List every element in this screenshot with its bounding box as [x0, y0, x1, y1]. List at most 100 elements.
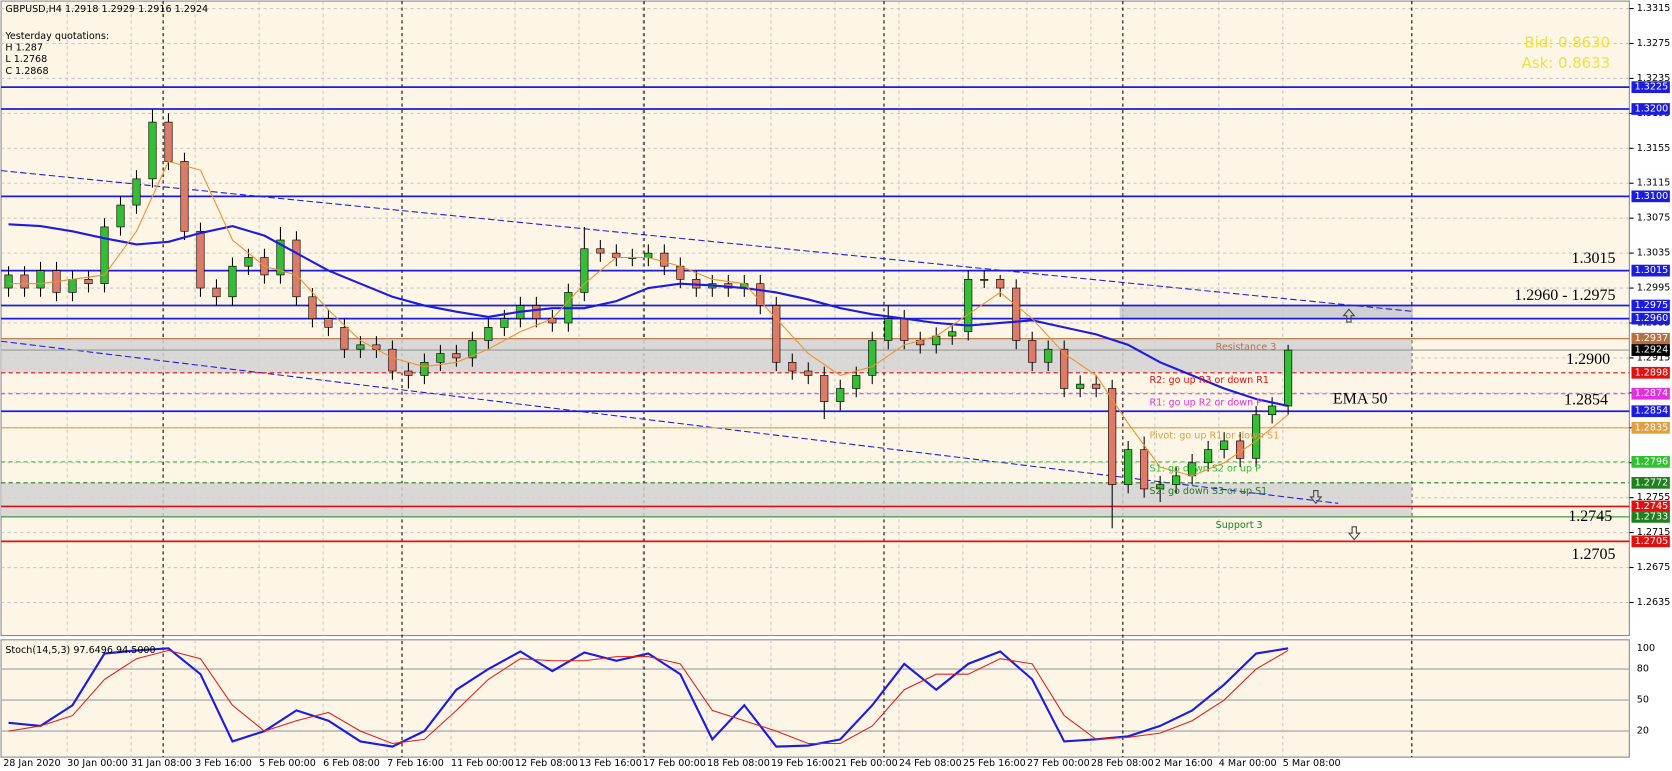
- x-tick-label: 27 Feb 00:00: [1027, 758, 1090, 769]
- candle-body: [788, 361, 797, 372]
- candle-body: [820, 375, 829, 402]
- candle-body: [1204, 449, 1213, 464]
- level-badge: [1631, 190, 1670, 203]
- annotation: 1.3015: [1572, 250, 1616, 267]
- candle-body: [452, 353, 461, 359]
- x-tick-label: 5 Mar 08:00: [1283, 758, 1341, 769]
- level-badge-label: 1.2960: [1635, 313, 1669, 324]
- labels: 1.33151.32751.32351.31951.31551.31151.30…: [3, 3, 1670, 769]
- candle-body: [164, 121, 173, 162]
- levels: [1, 86, 1630, 543]
- y-tick-label: 80: [1637, 664, 1649, 675]
- info-line: H 1.287: [5, 43, 43, 54]
- level-badge: [1631, 421, 1670, 434]
- annotation: 1.2960 - 1.2975: [1514, 287, 1615, 304]
- level-badge: [1631, 387, 1670, 400]
- candle-body: [1268, 405, 1277, 416]
- annotation: EMA 50: [1333, 391, 1388, 408]
- level-badge-label: 1.2924: [1635, 345, 1669, 356]
- candle-body: [148, 121, 157, 180]
- x-tick-label: 17 Feb 00:00: [643, 758, 706, 769]
- y-tick-label: 1.3315: [1637, 3, 1671, 14]
- candle-body: [1284, 349, 1293, 407]
- candle-body: [932, 335, 941, 346]
- candle-body: [308, 296, 317, 319]
- x-tick-label: 6 Feb 08:00: [323, 758, 380, 769]
- candle-body: [100, 226, 109, 285]
- level-badge: [1631, 264, 1670, 277]
- level-badge-label: 1.2705: [1635, 536, 1669, 547]
- y-tick-label: 1.2755: [1637, 492, 1671, 503]
- candle-body: [1220, 440, 1229, 450]
- x-tick-label: 5 Feb 00:00: [259, 758, 316, 769]
- level-badge-label: 1.2937: [1635, 333, 1669, 344]
- candle-body: [20, 274, 29, 289]
- resistance-zone: [1, 338, 1412, 373]
- candle-body: [948, 331, 957, 337]
- candle-body: [836, 388, 845, 402]
- arrow-up: [1342, 308, 1356, 323]
- y-tick-label: 1.2635: [1637, 597, 1671, 608]
- candle-body: [436, 353, 445, 363]
- resistance-zone: [1119, 305, 1413, 319]
- level-badge: [1631, 405, 1670, 418]
- candle-body: [372, 344, 381, 350]
- level-badge: [1631, 456, 1670, 468]
- y-tick-label: 1.3035: [1637, 248, 1671, 259]
- arrows: [1309, 308, 1361, 541]
- info-line: Yesterday quotations:: [4, 31, 109, 42]
- x-tick-label: 4 Mar 00:00: [1219, 758, 1277, 769]
- candle-body: [756, 283, 765, 306]
- candle-body: [580, 248, 589, 293]
- candle-body: [1044, 348, 1053, 363]
- level-badge-label: 1.2796: [1635, 456, 1669, 467]
- x-tick-label: 12 Feb 08:00: [515, 758, 578, 769]
- candle-body: [244, 257, 253, 267]
- x-tick-label: 2 Mar 16:00: [1155, 758, 1213, 769]
- candle-body: [212, 287, 221, 298]
- arrow-down: [1309, 490, 1323, 505]
- candle-body: [484, 327, 493, 341]
- candle-body: [644, 252, 653, 258]
- trendlines: [1, 170, 1413, 504]
- x-tick-label: 31 Jan 08:00: [131, 758, 192, 769]
- candle-body: [1252, 414, 1261, 459]
- level-badge-label: 1.2772: [1635, 477, 1669, 488]
- x-tick-label: 3 Feb 16:00: [195, 758, 252, 769]
- candle-body: [276, 239, 285, 276]
- y-tick-label: 1.2995: [1637, 283, 1671, 294]
- candle-body: [324, 318, 333, 328]
- separators: [162, 1, 1413, 758]
- candle-body: [1108, 388, 1117, 485]
- info-line: C 1.2868: [5, 66, 48, 77]
- x-tick-label: 30 Jan 00:00: [67, 758, 128, 769]
- x-tick-label: 25 Feb 16:00: [963, 758, 1026, 769]
- candle-body: [500, 318, 509, 328]
- level-badge: [1631, 511, 1670, 523]
- annotation: 1.2900: [1566, 351, 1610, 368]
- candle-body: [612, 252, 621, 258]
- pivot-note: Resistance 3: [1216, 342, 1277, 353]
- y-tick-label: 1.2715: [1637, 527, 1671, 538]
- candle-body: [36, 270, 45, 289]
- candle-body: [964, 279, 973, 333]
- level-badge-label: 1.3015: [1635, 265, 1669, 276]
- level-badge-label: 1.2975: [1635, 300, 1669, 311]
- x-tick-label: 19 Feb 16:00: [771, 758, 834, 769]
- bid: Bid: 0.8630: [1524, 34, 1610, 52]
- stoch-line: [8, 647, 1289, 748]
- level-badge: [1631, 312, 1670, 325]
- y-tick-label: 1.2915: [1637, 352, 1671, 363]
- x-tick-label: 28 Feb 08:00: [1091, 758, 1154, 769]
- candle-body: [996, 279, 1005, 289]
- y-tick-label: 1.3235: [1637, 73, 1671, 84]
- candle-body: [228, 265, 237, 298]
- plot: [4, 108, 1293, 748]
- candle-body: [532, 305, 541, 319]
- y-tick-label: 1.2675: [1637, 562, 1671, 573]
- stoch-title: Stoch(14,5,3) 97.6496 94.5000: [5, 645, 155, 656]
- level-badge-label: 1.2854: [1635, 406, 1669, 417]
- pivot-note: S2: go down S3 or up S1: [1150, 486, 1268, 497]
- x-tick-label: 24 Feb 08:00: [899, 758, 962, 769]
